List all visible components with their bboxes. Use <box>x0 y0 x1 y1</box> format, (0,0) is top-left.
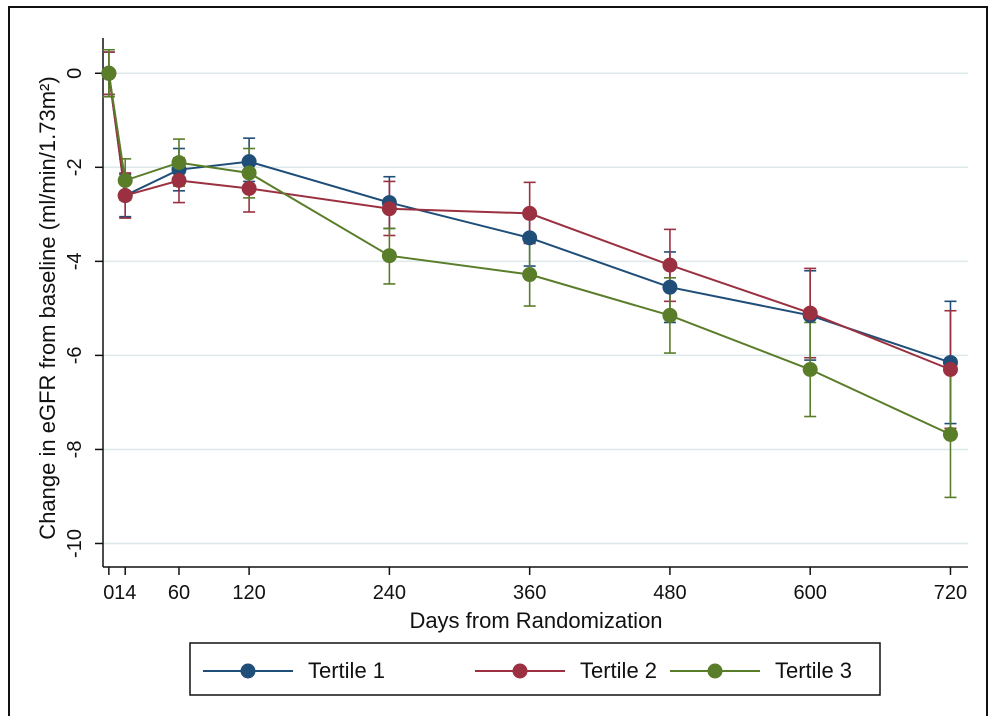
data-point <box>171 172 187 188</box>
data-point <box>942 426 958 442</box>
legend-marker <box>240 663 256 679</box>
axes <box>102 38 968 568</box>
legend-marker <box>512 663 528 679</box>
y-tick-label: -4 <box>64 252 86 270</box>
legend-label: Tertile 3 <box>775 658 852 683</box>
x-tick-label: 480 <box>653 582 686 604</box>
y-axis-label: Change in eGFR from baseline (ml/min/1.7… <box>35 76 60 539</box>
series-points <box>101 65 958 442</box>
x-axis-ticks: 0 14 60 120 240 360 480 600 720 <box>103 567 967 604</box>
y-tick-label: -2 <box>64 158 86 176</box>
x-tick-label: 120 <box>232 582 265 604</box>
x-tick-label: 600 <box>794 582 827 604</box>
data-point <box>942 362 958 378</box>
legend-label: Tertile 2 <box>580 658 657 683</box>
data-point <box>662 257 678 273</box>
data-point <box>241 165 257 181</box>
y-tick-label: 0 <box>64 68 86 79</box>
data-point <box>241 154 257 170</box>
y-tick-label: -10 <box>64 529 86 558</box>
data-point <box>171 155 187 171</box>
x-tick-label: 360 <box>513 582 546 604</box>
x-tick-label: 14 <box>114 582 136 604</box>
y-tick-label: -8 <box>64 441 86 459</box>
figure-frame <box>8 6 988 716</box>
data-point <box>802 362 818 378</box>
grid-lines <box>103 72 968 545</box>
y-axis-ticks: 0 -2 -4 -6 -8 -10 <box>64 68 103 558</box>
x-tick-label: 720 <box>934 582 967 604</box>
x-axis-label: Days from Randomization <box>409 608 662 633</box>
data-point <box>662 307 678 323</box>
data-point <box>802 305 818 321</box>
x-tick-label: 60 <box>168 582 190 604</box>
legend-box <box>189 642 881 696</box>
data-point <box>241 180 257 196</box>
x-tick-label: 240 <box>373 582 406 604</box>
data-point <box>117 188 133 204</box>
data-point <box>522 205 538 221</box>
x-tick-label: 0 <box>103 582 114 604</box>
data-point <box>522 230 538 246</box>
y-tick-label: -6 <box>64 347 86 365</box>
data-point <box>101 65 117 81</box>
legend: Tertile 1 Tertile 2 Tertile 3 <box>189 642 881 696</box>
data-point <box>117 172 133 188</box>
legend-label: Tertile 1 <box>308 658 385 683</box>
data-point <box>381 248 397 264</box>
data-point <box>662 279 678 295</box>
data-point <box>381 201 397 217</box>
legend-marker <box>707 663 723 679</box>
data-point <box>522 267 538 283</box>
